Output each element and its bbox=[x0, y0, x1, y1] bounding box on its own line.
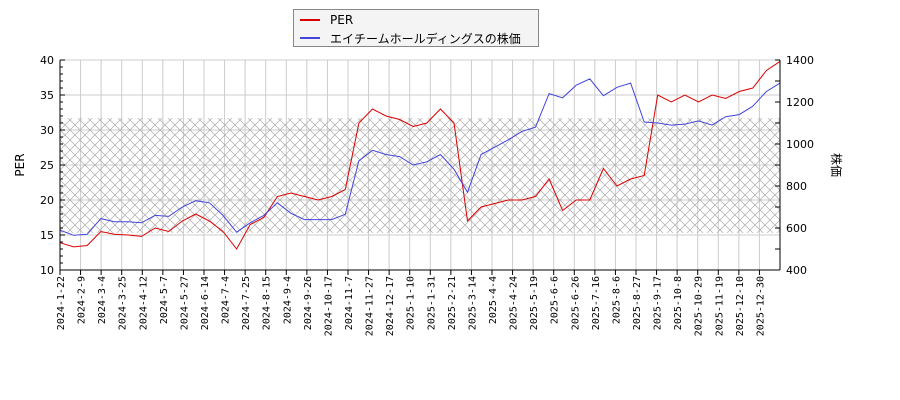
x-tick-label: 2024-8-15 bbox=[262, 276, 273, 330]
left-axis: 10 15 20 25 30 35 40 bbox=[40, 54, 65, 277]
x-tick-label: 2025-4-4 bbox=[488, 276, 499, 324]
left-axis-title: PER bbox=[13, 153, 27, 176]
stock-price-line bbox=[59, 78, 781, 236]
x-tick-label: 2024-2-9 bbox=[77, 276, 88, 324]
right-tick-label: 1400 bbox=[786, 54, 814, 67]
left-tick-label: 15 bbox=[40, 229, 54, 242]
x-tick-label: 2025-7-16 bbox=[591, 276, 602, 330]
x-tick-label: 2025-6-26 bbox=[570, 276, 581, 330]
x-tick-label: 2024-11-7 bbox=[344, 276, 355, 330]
x-tick-label: 2024-5-7 bbox=[159, 276, 170, 324]
per-swatch-icon bbox=[300, 19, 320, 21]
x-tick-label: 2024-7-4 bbox=[221, 276, 232, 324]
right-tick-label: 1200 bbox=[786, 96, 814, 109]
legend-item-per: PER bbox=[300, 12, 353, 28]
x-tick-label: 2025-10-8 bbox=[673, 276, 684, 330]
x-tick-label: 2024-7-25 bbox=[241, 276, 252, 330]
left-tick-label: 20 bbox=[40, 194, 54, 207]
x-tick-label: 2025-6-6 bbox=[550, 276, 561, 324]
x-tick-label: 2025-5-19 bbox=[529, 276, 540, 330]
legend-label-stock-price: エイチームホールディングスの株価 bbox=[330, 31, 521, 46]
right-axis: 400 600 800 1000 1200 1400 bbox=[775, 54, 814, 277]
x-tick-label: 2025-10-29 bbox=[694, 276, 705, 336]
legend-label-per: PER bbox=[330, 13, 354, 27]
x-tick-label: 2025-2-21 bbox=[447, 276, 458, 330]
x-tick-label: 2025-4-24 bbox=[509, 276, 520, 330]
x-tick-label: 2025-3-14 bbox=[467, 276, 478, 330]
x-tick-label: 2024-5-27 bbox=[179, 276, 190, 330]
left-tick-label: 30 bbox=[40, 124, 54, 137]
x-tick-label: 2025-12-30 bbox=[755, 276, 766, 336]
x-tick-label: 2024-6-14 bbox=[200, 276, 211, 330]
x-tick-label: 2025-12-10 bbox=[735, 276, 746, 336]
x-tick-label: 2024-9-26 bbox=[303, 276, 314, 330]
x-tick-label: 2024-10-17 bbox=[323, 276, 334, 336]
x-tick-label: 2024-11-27 bbox=[365, 276, 376, 336]
left-tick-label: 40 bbox=[40, 54, 54, 67]
x-axis: 2024-1-22 2024-2-9 2024-3-4 2024-3-25 2024-4… bbox=[56, 270, 766, 336]
x-tick-label: 2024-12-17 bbox=[385, 276, 396, 336]
legend-item-stock-price: エイチームホールディングスの株価 bbox=[300, 30, 521, 46]
legend: PER エイチームホールディングスの株価 bbox=[293, 9, 539, 47]
x-tick-label: 2025-11-19 bbox=[714, 276, 725, 336]
right-tick-label: 600 bbox=[786, 222, 807, 235]
right-tick-label: 800 bbox=[786, 180, 807, 193]
shaded-band bbox=[60, 118, 780, 233]
stock-price-swatch-icon bbox=[300, 37, 320, 39]
x-tick-label: 2025-8-27 bbox=[632, 276, 643, 330]
right-axis-title: 株価 bbox=[829, 153, 844, 177]
x-tick-label: 2024-4-12 bbox=[138, 276, 149, 330]
x-tick-label: 2024-9-4 bbox=[282, 276, 293, 324]
left-tick-label: 35 bbox=[40, 89, 54, 102]
x-tick-label: 2025-9-17 bbox=[653, 276, 664, 330]
x-tick-label: 2025-8-6 bbox=[611, 276, 622, 324]
left-tick-label: 10 bbox=[40, 264, 54, 277]
x-tick-label: 2024-1-22 bbox=[56, 276, 67, 330]
right-tick-label: 1000 bbox=[786, 138, 814, 151]
x-tick-label: 2025-1-10 bbox=[406, 276, 417, 330]
x-tick-label: 2024-3-25 bbox=[118, 276, 129, 330]
left-tick-label: 25 bbox=[40, 159, 54, 172]
x-tick-label: 2025-1-31 bbox=[426, 276, 437, 330]
x-tick-label: 2024-3-4 bbox=[97, 276, 108, 324]
per-line bbox=[59, 60, 781, 250]
right-tick-label: 400 bbox=[786, 264, 807, 277]
